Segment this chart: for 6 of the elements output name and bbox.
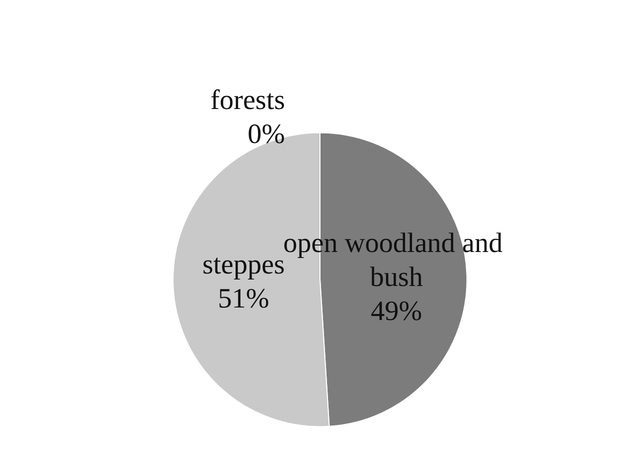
data-label: 49%	[370, 296, 422, 327]
category-label: forests	[210, 85, 285, 116]
data-label: 51%	[218, 284, 270, 315]
text: 0%	[248, 119, 285, 150]
slice-label: steppes	[202, 250, 285, 281]
slice-label: open woodland and bush	[283, 228, 510, 293]
